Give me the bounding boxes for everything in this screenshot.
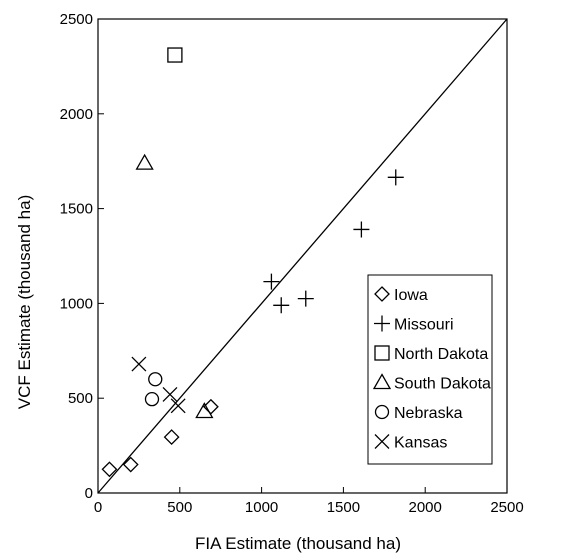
legend-marker-south-dakota [372,373,392,390]
data-point-missouri [297,290,314,307]
data-point-kansas [170,398,186,414]
legend-box [367,274,493,465]
x-axis-label: FIA Estimate (thousand ha) [195,534,401,553]
data-point-south-dakota [135,153,154,170]
y-tick-label: 0 [85,485,93,502]
legend-marker-missouri [374,315,390,332]
x-tick-label: 2000 [409,499,442,516]
data-point-iowa [163,429,180,445]
legend-marker-iowa [374,286,390,302]
legend-label-nebraska: Nebraska [394,405,463,422]
plot-area [97,18,508,494]
legend-marker-nebraska [374,404,390,420]
x-tick-label: 500 [167,499,192,516]
data-point-south-dakota [195,402,214,419]
data-point-kansas [131,356,147,372]
y-tick-label: 2000 [60,106,93,123]
data-point-iowa [101,461,118,478]
legend-marker-kansas [374,434,390,449]
legend-label-south-dakota: South Dakota [394,376,491,393]
data-point-missouri [263,273,280,290]
data-point-missouri [353,221,370,238]
legend-marker-north-dakota [374,345,390,361]
data-point-iowa [122,456,139,473]
y-tick-label: 500 [68,390,93,407]
x-tick-label: 0 [94,499,102,516]
x-tick-label: 1500 [327,499,360,516]
y-axis-label: VCF Estimate (thousand ha) [15,195,34,409]
legend-label-north-dakota: North Dakota [394,346,488,363]
y-tick-label: 1500 [60,201,93,218]
one-to-one-line [97,18,508,494]
y-tick-label: 2500 [60,11,93,28]
data-point-missouri [273,297,290,314]
y-tick-label: 1000 [60,295,93,312]
data-point-nebraska [144,391,160,407]
legend-label-missouri: Missouri [394,317,454,334]
legend-label-iowa: Iowa [394,287,428,304]
x-tick-label: 2500 [490,499,523,516]
legend-label-kansas: Kansas [394,435,447,452]
x-tick-label: 1000 [245,499,278,516]
data-point-nebraska [148,372,163,387]
data-point-missouri [387,169,404,186]
data-point-kansas [162,386,178,402]
data-point-north-dakota [167,47,183,63]
